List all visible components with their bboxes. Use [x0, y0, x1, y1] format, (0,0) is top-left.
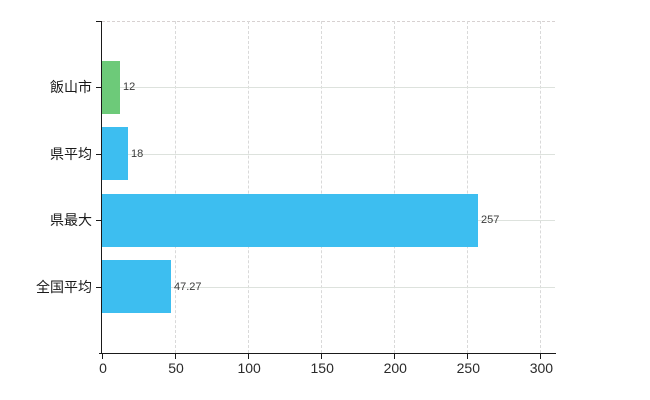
x-tick-label: 100: [237, 360, 261, 376]
x-axis-tick: [467, 354, 469, 359]
y-axis-tick: [96, 287, 101, 288]
category-label: 飯山市: [50, 79, 92, 95]
h-gridline: [102, 154, 555, 155]
plot-top-border: [102, 21, 555, 22]
category-label: 全国平均: [36, 279, 92, 295]
x-axis-tick: [394, 354, 396, 359]
x-axis-tick: [248, 354, 250, 359]
value-label: 257: [481, 214, 500, 226]
value-label: 47.27: [174, 281, 202, 293]
v-gridline: [467, 21, 469, 353]
x-axis-line: [99, 353, 556, 354]
v-gridline: [540, 21, 542, 353]
bar-1: [102, 127, 128, 180]
h-gridline: [102, 87, 555, 88]
x-tick-label: 150: [310, 360, 334, 376]
y-axis-tick: [96, 87, 101, 88]
y-axis-end-tick: [96, 21, 101, 22]
bar-2: [102, 194, 478, 247]
x-tick-label: 50: [168, 360, 184, 376]
x-axis-tick: [175, 354, 177, 359]
x-tick-label: 200: [383, 360, 407, 376]
category-label: 県平均: [50, 146, 92, 162]
bar-3: [102, 260, 171, 313]
v-gridline: [248, 21, 250, 353]
value-label: 12: [123, 81, 136, 93]
v-gridline: [321, 21, 323, 353]
h-gridline: [102, 287, 555, 288]
x-axis-tick: [321, 354, 323, 359]
y-axis-tick: [96, 220, 101, 221]
v-gridline: [394, 21, 396, 353]
bar-0: [102, 61, 120, 114]
category-label: 県最大: [50, 212, 92, 228]
value-label: 18: [131, 148, 144, 160]
x-axis-tick: [102, 354, 103, 359]
x-tick-label: 250: [456, 360, 480, 376]
y-axis-line: [101, 21, 102, 353]
y-axis-tick: [96, 154, 101, 155]
x-tick-label: 300: [529, 360, 554, 376]
x-axis-tick: [540, 354, 542, 359]
x-tick-label: 0: [99, 360, 107, 376]
v-gridline: [175, 21, 177, 353]
